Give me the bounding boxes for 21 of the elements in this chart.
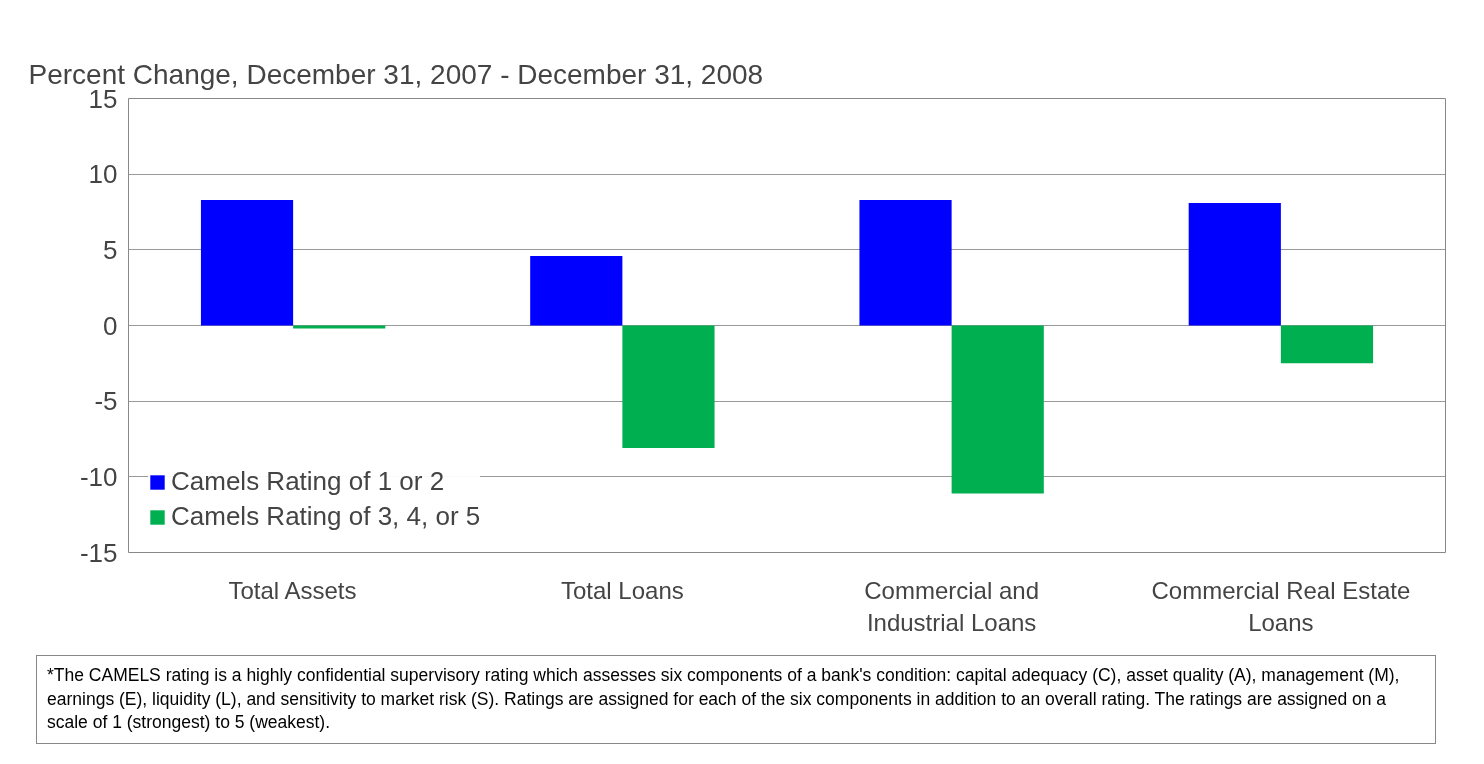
legend-label: Camels Rating of 1 or 2 bbox=[171, 466, 445, 497]
bar bbox=[1188, 202, 1281, 326]
bar bbox=[622, 325, 715, 449]
bar bbox=[951, 325, 1044, 494]
text: *The CAMELS rating is a highly confidential supervisory rating which assesses six components of a bank's condition: capital adequacy (C), asset quality (A), management (M), earnings (E), liquidity (L), and sensitivity to market risk (S). Ratings are assigned for each of the six components in addition to an overall rating. The ratings are assigned on a scale of 1 (strongest) to 5 (weakest). bbox=[47, 664, 1401, 735]
y-tick-label: -5 bbox=[94, 386, 118, 417]
bar bbox=[859, 199, 952, 326]
x-tick-label: Total Loans bbox=[561, 576, 684, 604]
y-tick-label: 5 bbox=[103, 234, 118, 265]
x-tick-label: Commercial Real Estate Loans bbox=[1151, 576, 1411, 636]
legend-label: Camels Rating of 3, 4, or 5 bbox=[171, 501, 481, 532]
y-tick-label: -15 bbox=[79, 537, 118, 568]
y-tick-label: -10 bbox=[79, 461, 118, 492]
x-tick-label: Commercial and Industrial Loans bbox=[864, 576, 1039, 636]
y-tick-label: 10 bbox=[88, 159, 118, 190]
bar bbox=[1280, 325, 1374, 364]
x-tick-label: Total Assets bbox=[228, 576, 357, 604]
bar bbox=[530, 255, 623, 326]
bar bbox=[200, 199, 294, 326]
y-tick-label: 0 bbox=[103, 310, 118, 341]
bar bbox=[293, 325, 386, 329]
